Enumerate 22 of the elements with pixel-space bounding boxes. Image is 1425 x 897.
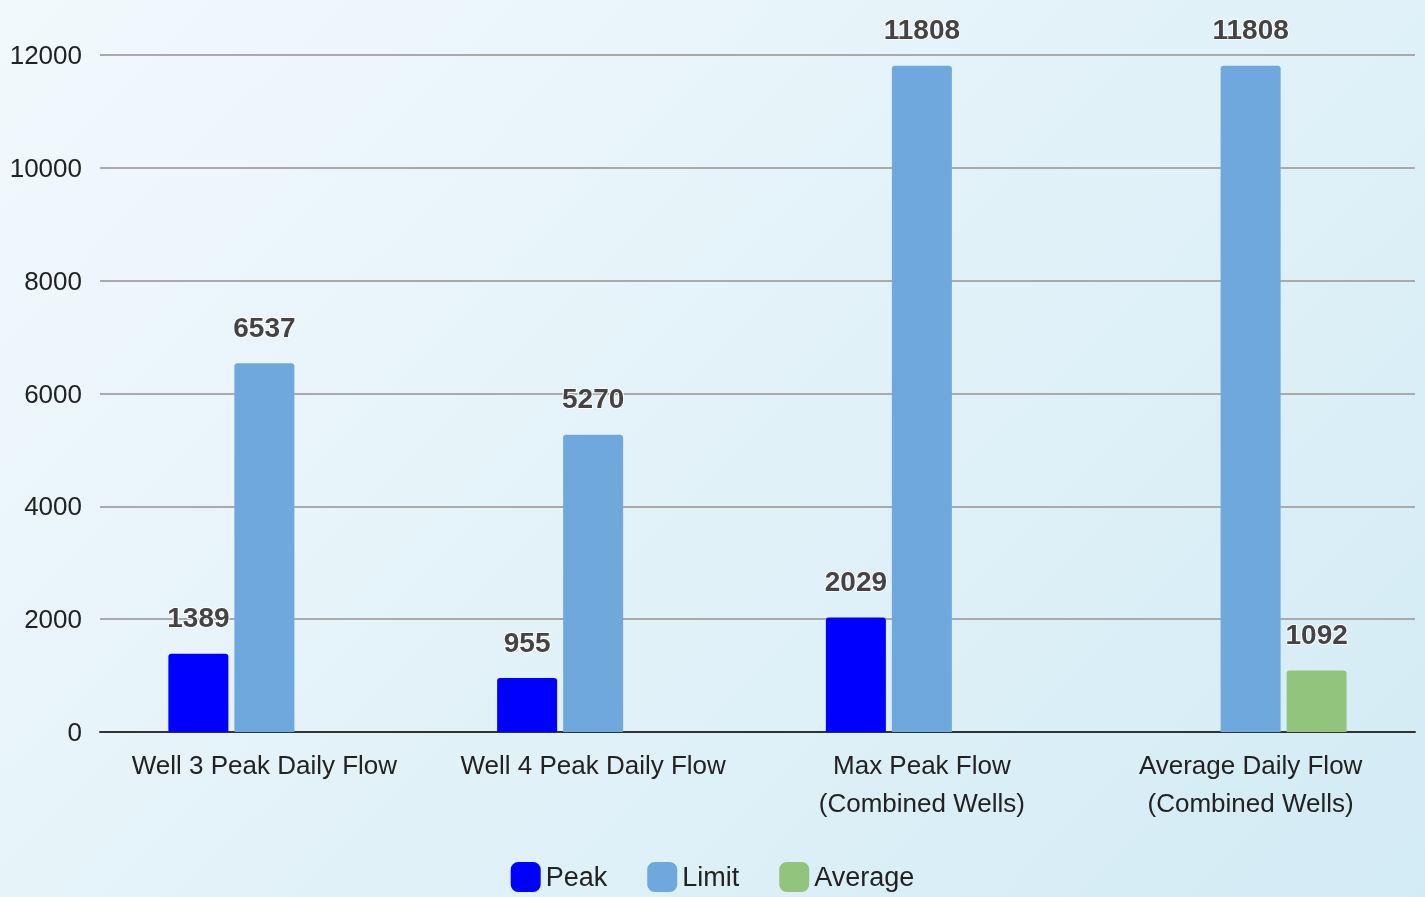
x-tick-label: Well 4 Peak Daily Flow — [460, 750, 727, 780]
data-label: 1389 — [167, 602, 230, 634]
y-tick-label: 4000 — [24, 491, 82, 522]
y-tick-label: 2000 — [24, 604, 82, 635]
data-label: 1092 — [1285, 618, 1348, 650]
x-tick-label: Max Peak Flow (Combined Wells) — [818, 750, 1025, 818]
legend-label: Limit — [682, 862, 740, 892]
y-tick-label: 0 — [67, 717, 82, 747]
y-tick-label: 12000 — [9, 40, 82, 70]
data-label: 2029 — [824, 566, 888, 598]
legend-label: Average — [814, 862, 915, 892]
x-tick-label: Well 3 Peak Daily Flow — [131, 750, 398, 780]
data-label: 11808 — [1212, 14, 1289, 46]
y-tick-label: 6000 — [24, 378, 82, 409]
y-tick-label: 10000 — [9, 152, 82, 183]
x-tick-label: Average Daily Flow (Combined Wells) — [1138, 750, 1363, 818]
data-label: 11808 — [883, 14, 961, 46]
data-label: 5270 — [561, 383, 625, 415]
data-label: 955 — [503, 626, 551, 658]
data-label: 6537 — [233, 311, 296, 343]
legend-label: Peak — [545, 862, 608, 892]
y-tick-label: 8000 — [24, 265, 82, 296]
